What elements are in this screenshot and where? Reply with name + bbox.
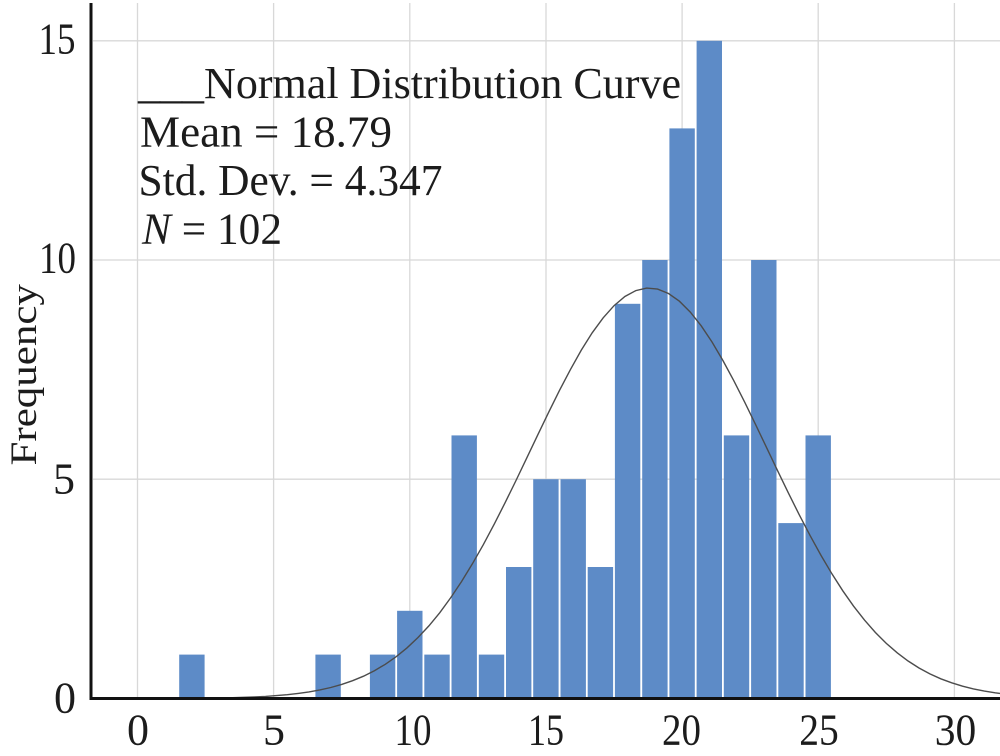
svg-text:Frequency: Frequency [3,284,44,465]
svg-text:10: 10 [395,706,432,755]
svg-text:15: 15 [528,706,564,755]
svg-text:0: 0 [127,706,149,755]
svg-text:N = 102: N = 102 [141,204,282,253]
svg-text:30: 30 [935,706,977,755]
svg-text:___Normal Distribution Curve: ___Normal Distribution Curve [137,59,681,108]
svg-text:Std. Dev. = 4.347: Std. Dev. = 4.347 [139,156,443,205]
svg-text:0: 0 [54,674,76,723]
svg-text:5: 5 [263,706,285,755]
svg-text:25: 25 [799,706,839,755]
svg-text:5: 5 [53,455,75,504]
svg-text:10: 10 [39,234,76,283]
svg-text:15: 15 [39,14,76,63]
svg-text:Mean = 18.79: Mean = 18.79 [140,107,392,156]
svg-text:20: 20 [662,706,701,755]
